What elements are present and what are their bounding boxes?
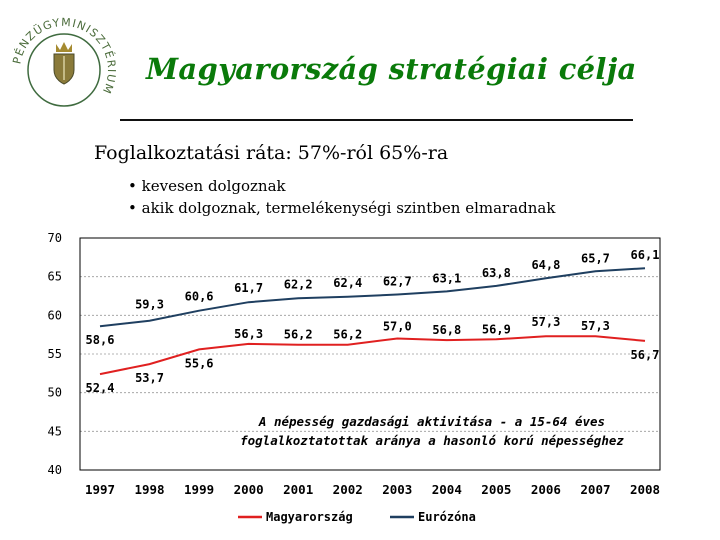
x-tick-label: 2006 [531,482,561,497]
legend-label: Eurózóna [418,510,476,524]
y-tick-label: 40 [48,463,62,477]
data-label: 63,8 [482,266,511,280]
data-label: 52,4 [86,381,115,395]
x-tick-label: 1998 [134,482,164,497]
data-label: 56,2 [333,328,362,342]
x-tick-label: 2002 [333,482,363,497]
subtitle: Foglalkoztatási ráta: 57%-ról 65%-ra [94,142,449,164]
x-tick-label: 2000 [234,482,264,497]
x-tick-label: 2008 [630,482,660,497]
bullet-item: akik dolgoznak, termelékenységi szintben… [128,197,556,219]
data-label: 64,8 [531,258,560,272]
data-label: 57,3 [531,315,560,329]
bullet-item: kevesen dolgoznak [128,175,555,197]
data-label: 56,2 [284,328,313,342]
chart-annotation-line-2: foglalkoztatottak aránya a hasonló korú … [240,433,624,448]
data-label: 62,2 [284,277,313,291]
chart-annotation-line-1: A népesség gazdasági aktivitása - a 15-6… [258,414,605,429]
data-label: 62,7 [383,274,412,288]
series-line-eur-z-na [99,267,646,328]
data-label: 61,7 [234,281,263,295]
bullet-list: kevesen dolgoznak akik dolgoznak, termel… [128,175,556,219]
y-tick-label: 60 [48,308,62,322]
data-label: 60,6 [185,290,214,304]
data-label: 55,6 [185,356,214,370]
y-tick-label: 50 [48,386,62,400]
data-label: 65,7 [581,251,610,265]
title-underline [120,119,633,121]
data-label: 62,4 [333,276,362,290]
y-tick-label: 70 [48,231,62,245]
x-tick-label: 2005 [481,482,511,497]
data-label: 56,7 [631,348,660,362]
y-tick-label: 55 [48,347,62,361]
series-line-magyarorsz-g [99,335,646,376]
data-label: 56,3 [234,327,263,341]
data-label: 57,0 [383,320,412,334]
x-tick-label: 2001 [283,482,313,497]
ministry-seal-logo: PÉNZÜGYMINISZTÉRIUM [10,16,117,107]
data-label: 59,3 [135,298,164,312]
data-label: 63,1 [432,271,461,285]
x-tick-label: 2004 [432,482,462,497]
page-title: Magyarország stratégiai célja [146,52,637,86]
x-tick-label: 2007 [580,482,610,497]
legend-label: Magyarország [266,510,353,524]
data-label: 53,7 [135,371,164,385]
data-label: 56,9 [482,322,511,336]
x-tick-label: 1997 [85,482,115,497]
data-label: 56,8 [432,323,461,337]
y-tick-label: 45 [48,424,62,438]
y-tick-label: 65 [48,270,62,284]
data-label: 57,3 [581,319,610,333]
x-tick-label: 1999 [184,482,214,497]
data-label: 58,6 [86,333,115,347]
data-label: 66,1 [631,248,660,262]
plot-frame [79,237,661,471]
x-tick-label: 2003 [382,482,412,497]
